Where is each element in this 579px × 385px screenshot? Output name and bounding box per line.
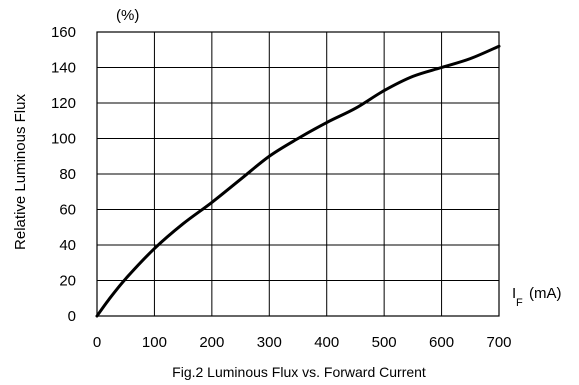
y-tick-label: 100 <box>51 131 76 148</box>
x-tick-label: 300 <box>257 334 282 351</box>
y-tick-label: 140 <box>51 60 76 77</box>
y-tick-label: 120 <box>51 95 76 112</box>
x-tick-label: 700 <box>486 334 511 351</box>
x-tick-labels: 0 100 200 300 400 500 600 700 <box>93 334 512 351</box>
grid <box>97 32 499 316</box>
series-layer <box>95 44 501 318</box>
x-tick-label: 500 <box>372 334 397 351</box>
x-tick-label: 200 <box>199 334 224 351</box>
x-axis-label-main: I <box>512 285 516 302</box>
x-axis-label-subscript: F <box>516 297 523 309</box>
y-tick-label: 40 <box>59 237 76 254</box>
x-tick-label: 0 <box>93 334 101 351</box>
y-tick-label: 20 <box>59 273 76 290</box>
y-axis-label: Relative Luminous Flux <box>12 94 29 250</box>
x-tick-label: 100 <box>142 334 167 351</box>
y-tick-label: 60 <box>59 202 76 219</box>
x-axis-label-unit: (mA) <box>529 285 562 302</box>
x-tick-label: 400 <box>314 334 339 351</box>
plot-frame <box>96 31 500 317</box>
y-tick-labels: 0 20 40 60 80 100 120 140 160 <box>51 24 76 325</box>
y-tick-label: 160 <box>51 24 76 41</box>
y-unit-label: (%) <box>116 7 139 24</box>
x-axis-label: I F (mA) <box>512 285 562 309</box>
y-tick-label: 80 <box>59 166 76 183</box>
figure-caption: Fig.2 Luminous Flux vs. Forward Current <box>172 364 426 380</box>
series-line <box>95 44 501 318</box>
y-tick-label: 0 <box>68 308 76 325</box>
x-tick-label: 600 <box>429 334 454 351</box>
